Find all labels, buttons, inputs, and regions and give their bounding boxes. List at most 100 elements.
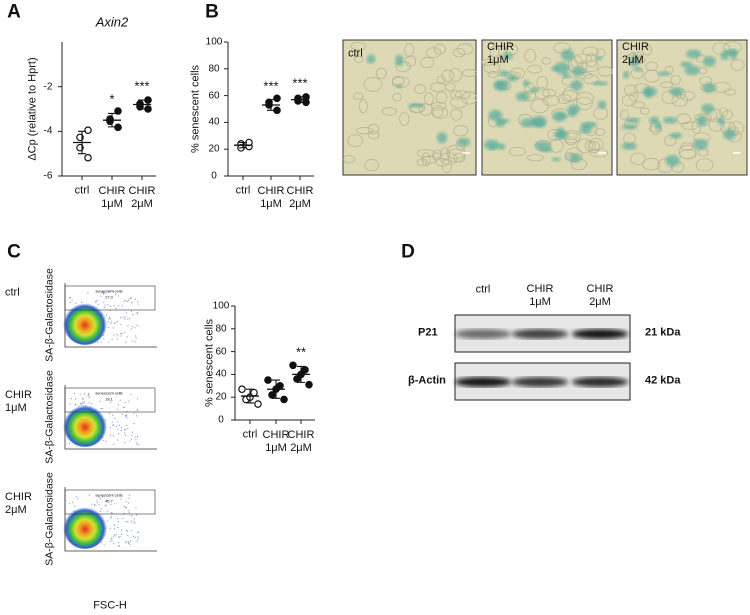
x-tick-label: ctrl xyxy=(235,184,251,197)
event xyxy=(113,443,115,445)
event xyxy=(131,301,133,304)
event xyxy=(113,334,115,336)
event xyxy=(104,505,106,507)
event xyxy=(133,521,135,523)
event xyxy=(135,439,137,441)
event xyxy=(114,534,116,536)
event xyxy=(116,517,119,520)
x-tick-label: CHIR 2μM xyxy=(286,185,314,210)
cell-outline xyxy=(723,88,737,96)
panel-label: B xyxy=(205,1,219,23)
event xyxy=(136,398,139,400)
stain xyxy=(408,102,425,108)
panel-label: D xyxy=(401,241,415,263)
event xyxy=(130,310,133,312)
event xyxy=(136,312,138,315)
stain xyxy=(498,70,510,77)
event xyxy=(109,318,111,320)
cell-outline xyxy=(542,94,560,107)
stain xyxy=(488,109,503,121)
stain xyxy=(496,118,510,124)
cell-outline xyxy=(581,60,599,73)
stain xyxy=(532,119,540,126)
error-bar xyxy=(239,141,247,149)
blot-strip xyxy=(454,314,631,353)
gate xyxy=(64,489,156,515)
gate xyxy=(64,285,156,311)
event xyxy=(131,529,133,532)
cell-outline xyxy=(645,61,659,72)
y-tick-label: 20 xyxy=(215,391,227,403)
event xyxy=(125,501,128,503)
stain xyxy=(515,91,530,102)
density xyxy=(63,505,107,549)
event xyxy=(107,290,110,292)
micrograph xyxy=(481,39,613,176)
stain xyxy=(567,104,580,114)
cell-outline xyxy=(589,148,609,158)
size-label: 21 kDa xyxy=(645,326,681,339)
event xyxy=(134,327,136,329)
event xyxy=(117,335,119,337)
band xyxy=(572,377,628,387)
event xyxy=(113,322,116,325)
cell-outline xyxy=(350,41,366,51)
event xyxy=(135,415,138,417)
event xyxy=(136,324,139,327)
cell-outline xyxy=(524,48,537,63)
event xyxy=(111,421,113,423)
panel-label: C xyxy=(7,241,21,263)
micrograph-label: CHIR 2μM xyxy=(622,41,649,66)
event xyxy=(69,297,71,299)
cell-outline xyxy=(708,118,725,132)
error-bar xyxy=(272,379,280,399)
row-label: β-Actin xyxy=(408,374,446,387)
event xyxy=(125,429,127,431)
event xyxy=(96,502,98,504)
cell-outline xyxy=(695,158,714,172)
event xyxy=(134,436,136,438)
data-point xyxy=(276,381,284,390)
event xyxy=(112,425,114,427)
cell-outline xyxy=(447,148,465,163)
event xyxy=(135,514,138,516)
event xyxy=(88,402,90,404)
cell-outline xyxy=(416,158,428,167)
event xyxy=(98,503,100,506)
event xyxy=(74,505,76,507)
event xyxy=(79,393,81,395)
cell-outline xyxy=(483,60,501,74)
gate-percent: 27.0 xyxy=(105,294,113,300)
row-label: P21 xyxy=(418,326,438,339)
event xyxy=(103,306,105,309)
event xyxy=(113,304,115,307)
stain xyxy=(592,81,609,86)
error-bar xyxy=(297,365,305,383)
cell-outline xyxy=(450,108,463,121)
cell-outline xyxy=(449,96,468,109)
event xyxy=(127,325,129,327)
y-tick-label: 40 xyxy=(208,116,220,128)
band xyxy=(512,377,568,387)
cell-outline xyxy=(450,89,462,101)
event xyxy=(127,534,129,536)
event xyxy=(134,341,136,343)
event xyxy=(124,316,126,318)
stain xyxy=(484,139,500,150)
stain xyxy=(457,137,470,147)
cell-outline xyxy=(446,144,466,160)
event xyxy=(103,293,105,295)
cell-outline xyxy=(510,67,526,80)
event xyxy=(120,498,122,500)
cell-outline xyxy=(583,74,599,85)
event xyxy=(133,423,135,425)
event xyxy=(118,424,121,426)
event xyxy=(136,436,139,438)
event xyxy=(110,515,113,518)
data-point xyxy=(114,107,122,115)
event xyxy=(137,409,139,412)
event xyxy=(114,293,117,296)
event xyxy=(119,392,121,394)
event xyxy=(116,338,119,340)
